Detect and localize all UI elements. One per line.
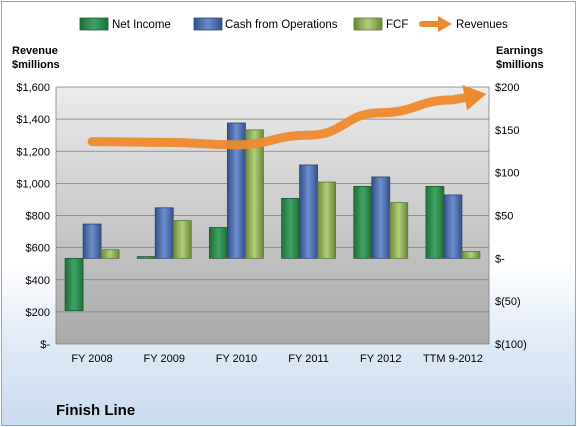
right-tick-label-3: $50	[495, 211, 513, 223]
bar-fcf-4	[389, 202, 409, 259]
bars	[64, 122, 481, 311]
left-axis-title-line1: Revenue	[12, 45, 58, 57]
bar-fcf-0	[100, 249, 120, 259]
left-tick-label-1: $200	[26, 307, 50, 319]
left-tick-label-0: $-	[40, 339, 50, 351]
gridlines	[55, 86, 490, 345]
right-axis-ticks: $(100) $(50) $- $50 $100 $150 $200	[495, 82, 527, 351]
bar-net-income-3	[281, 197, 300, 259]
bar-net-income-2	[209, 227, 228, 259]
revenue-series	[87, 84, 487, 150]
right-tick-label-6: $200	[495, 82, 519, 94]
bar-cash-from-operations-4	[371, 176, 391, 259]
legend: Net Income Cash from Operations FCF Reve…	[79, 16, 508, 32]
legend-arrowhead-revenues	[438, 16, 452, 32]
left-tick-label-3: $600	[26, 243, 50, 255]
category-label-4: FY 2012	[360, 353, 401, 365]
bar-cash-from-operations-5	[443, 194, 463, 259]
right-axis-title-line1: Earnings	[496, 45, 543, 57]
legend-label-revenues: Revenues	[456, 19, 508, 31]
legend-label-cash-from-operations: Cash from Operations	[225, 19, 338, 31]
bar-net-income-5	[425, 185, 445, 259]
right-axis-title-line2: $millions	[496, 59, 544, 71]
legend-label-net-income: Net Income	[112, 19, 171, 31]
revenues-line	[87, 93, 470, 150]
right-tick-label-2: $-	[495, 253, 505, 265]
bar-cash-from-operations-1	[154, 207, 174, 259]
left-axis-title-line2: $millions	[12, 59, 60, 71]
right-tick-label-1: $(50)	[495, 296, 521, 308]
bar-fcf-5	[461, 251, 481, 259]
right-tick-label-5: $150	[495, 125, 519, 137]
x-axis-categories: FY 2008 FY 2009 FY 2010 FY 2011 FY 2012 TTM 9…	[71, 353, 482, 365]
category-label-0: FY 2008	[71, 353, 112, 365]
left-tick-label-2: $400	[26, 275, 50, 287]
left-tick-label-8: $1,600	[16, 82, 50, 94]
bar-cash-from-operations-0	[82, 223, 102, 259]
legend-swatch-net-income	[79, 17, 109, 31]
legend-swatch-fcf	[353, 17, 383, 31]
category-label-1: FY 2009	[144, 353, 185, 365]
bar-fcf-2	[245, 129, 264, 259]
category-label-3: FY 2011	[288, 353, 329, 365]
bar-cash-from-operations-3	[299, 164, 318, 259]
legend-label-fcf: FCF	[386, 19, 408, 31]
revenues-arrowhead	[462, 84, 487, 111]
category-label-5: TTM 9-2012	[423, 353, 483, 365]
category-label-2: FY 2010	[216, 353, 257, 365]
bar-net-income-1	[136, 256, 156, 259]
left-tick-label-4: $800	[26, 211, 50, 223]
bar-fcf-1	[172, 220, 192, 259]
left-tick-label-7: $1,400	[16, 114, 50, 126]
legend-swatch-cash-from-operations	[193, 17, 223, 31]
left-axis-ticks: $- $200 $400 $600 $800 $1,000 $1,200 $1,400 $1,6…	[16, 82, 50, 351]
left-tick-label-6: $1,200	[16, 146, 50, 158]
left-tick-label-5: $1,000	[16, 178, 50, 190]
company-name: Finish Line	[56, 402, 135, 419]
bar-net-income-4	[353, 185, 373, 259]
right-tick-label-4: $100	[495, 168, 519, 180]
right-tick-label-0: $(100)	[495, 339, 527, 351]
bar-fcf-3	[317, 181, 336, 259]
bar-net-income-0	[64, 257, 84, 311]
